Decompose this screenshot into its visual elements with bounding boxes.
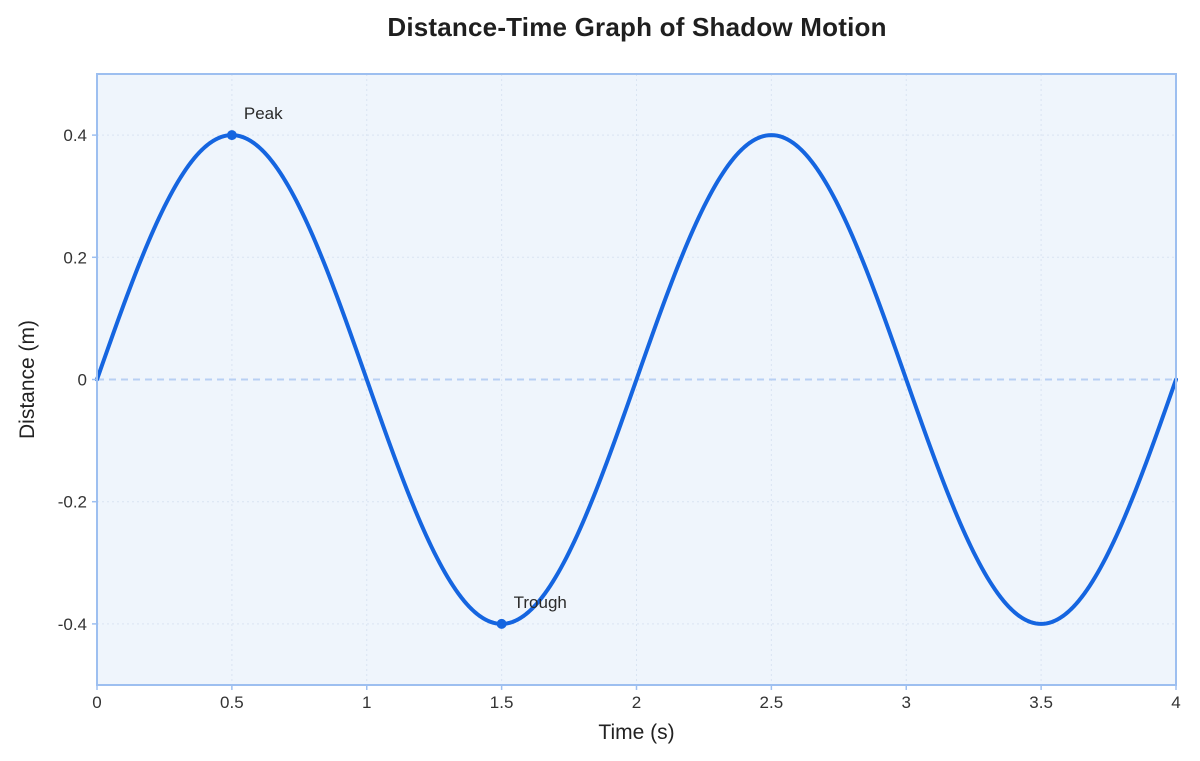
annotations: Peak Trough	[226, 104, 567, 629]
y-tick-label: 0.4	[63, 126, 87, 145]
annotation-label-trough: Trough	[514, 593, 567, 612]
y-axis-label: Distance (m)	[16, 320, 39, 439]
x-tick-label: 3	[902, 693, 911, 712]
x-axis-ticks: 0 0.5 1 1.5 2 2.5 3 3.5 4	[92, 685, 1181, 712]
x-axis-label: Time (s)	[598, 721, 674, 744]
annotation-marker-peak	[226, 130, 237, 141]
x-tick-label: 1	[362, 693, 371, 712]
x-tick-label: 1.5	[490, 693, 514, 712]
y-tick-label: -0.2	[58, 493, 87, 512]
y-tick-label: 0	[78, 371, 87, 390]
annotation-marker-trough	[496, 618, 507, 629]
x-tick-label: 3.5	[1029, 693, 1053, 712]
x-tick-label: 4	[1171, 693, 1180, 712]
chart-title: Distance-Time Graph of Shadow Motion	[387, 12, 887, 42]
y-tick-label: -0.4	[58, 615, 87, 634]
series-line	[95, 133, 1178, 626]
x-tick-label: 2.5	[760, 693, 784, 712]
y-tick-label: 0.2	[63, 248, 87, 267]
x-tick-label: 0.5	[220, 693, 244, 712]
y-axis-ticks: -0.4 -0.2 0 0.2 0.4	[58, 126, 97, 634]
x-tick-label: 0	[92, 693, 101, 712]
annotation-label-peak: Peak	[244, 104, 283, 123]
x-tick-label: 2	[632, 693, 641, 712]
